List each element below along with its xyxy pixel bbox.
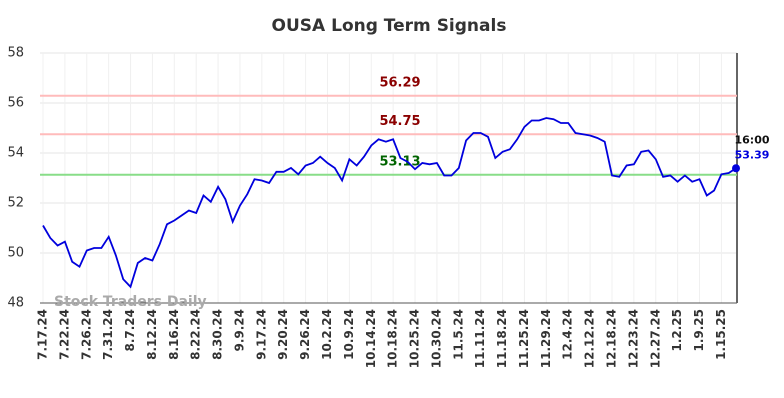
x-tick-label: 1.2.25 <box>670 309 684 352</box>
x-tick-label: 1.9.25 <box>692 309 706 352</box>
x-tick-label: 11.18.24 <box>495 309 509 368</box>
last-value: 53.39 <box>735 148 770 161</box>
line-series <box>42 117 737 289</box>
x-tick-label: 11.11.24 <box>473 309 487 368</box>
y-tick-label: 54 <box>7 146 24 161</box>
x-tick-label: 8.30.24 <box>211 309 225 360</box>
x-tick-label: 11.25.24 <box>517 309 531 368</box>
reference-label: 54.75 <box>379 114 420 129</box>
x-tick-label: 10.30.24 <box>429 309 443 368</box>
x-tick-label: 12.12.24 <box>583 309 597 368</box>
y-tick-label: 52 <box>7 196 24 211</box>
reference-label: 56.29 <box>379 75 420 90</box>
x-tick-label: 8.7.24 <box>123 309 137 352</box>
y-tick-label: 48 <box>7 296 24 311</box>
x-tick-label: 10.18.24 <box>386 309 400 368</box>
x-tick-label: 11.29.24 <box>539 309 553 368</box>
x-tick-label: 7.17.24 <box>36 309 50 360</box>
last-point <box>732 164 740 173</box>
x-tick-label: 12.23.24 <box>626 309 640 368</box>
x-tick-label: 12.27.24 <box>648 309 662 368</box>
x-tick-label: 11.5.24 <box>451 309 465 360</box>
x-tick-label: 9.20.24 <box>276 309 290 360</box>
x-tick-label: 10.2.24 <box>320 309 334 360</box>
x-tick-label: 9.9.24 <box>232 309 246 352</box>
x-tick-label: 8.16.24 <box>167 309 181 360</box>
x-tick-label: 12.18.24 <box>604 309 618 368</box>
x-tick-label: 10.9.24 <box>342 309 356 360</box>
x-tick-label: 10.14.24 <box>364 309 378 368</box>
y-tick-label: 56 <box>7 96 24 111</box>
x-tick-label: 8.22.24 <box>189 309 203 360</box>
watermark: Stock Traders Daily <box>54 294 207 310</box>
x-tick-label: 10.25.24 <box>408 309 422 368</box>
x-tick-label: 9.17.24 <box>254 309 268 360</box>
x-tick-label: 12.4.24 <box>561 309 575 360</box>
x-tick-label: 7.31.24 <box>101 309 115 360</box>
y-tick-label: 50 <box>7 246 24 261</box>
x-tick-label: 7.22.24 <box>57 309 71 360</box>
y-tick-label: 58 <box>7 46 24 61</box>
x-tick-label: 9.26.24 <box>298 309 312 360</box>
x-tick-label: 7.26.24 <box>79 309 93 360</box>
last-time: 16:00 <box>734 133 769 146</box>
x-tick-label: 1.15.25 <box>714 309 728 360</box>
x-tick-label: 8.12.24 <box>145 309 159 360</box>
chart-title: OUSA Long Term Signals <box>272 16 507 36</box>
